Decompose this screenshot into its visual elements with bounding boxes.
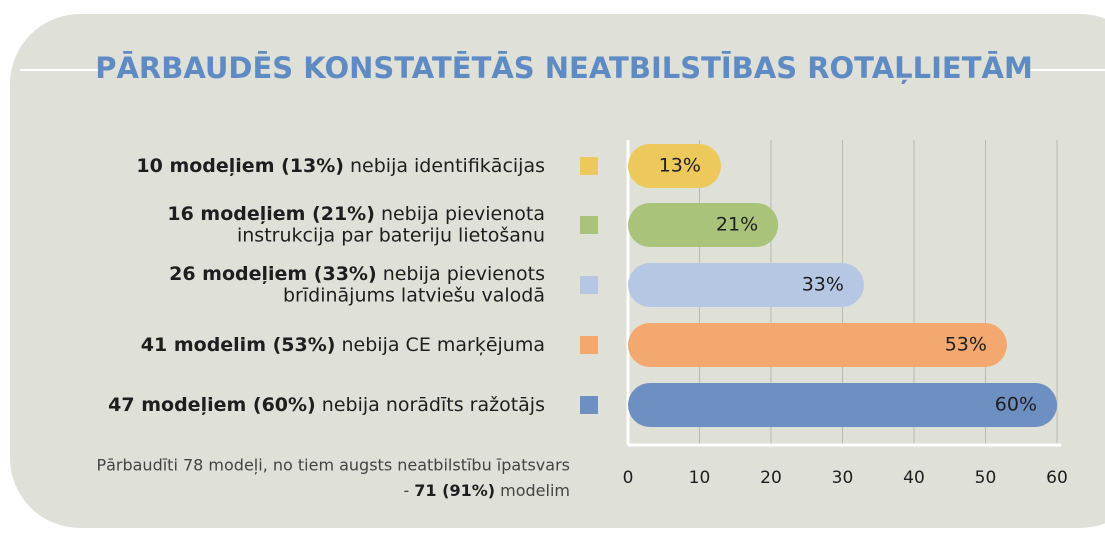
bar [628, 144, 721, 188]
x-tick-label: 10 [689, 468, 711, 488]
category-label: 41 modelim (53%) nebija CE marķējuma [141, 334, 545, 356]
note-post: modelim [495, 481, 570, 500]
value-label: 21% [716, 214, 758, 236]
category-label: 47 modeļiem (60%) nebija norādīts ražotā… [108, 394, 545, 416]
legend-swatch [580, 396, 598, 414]
value-label: 13% [659, 155, 701, 177]
category-label: instrukcija par bateriju lietošanu [237, 225, 545, 247]
category-text: nebija identifikācijas [350, 155, 545, 177]
bar [628, 263, 864, 307]
category-bold: 41 modelim (53%) [141, 334, 336, 356]
note: Pārbaudīti 78 modeļi, no tiem augsts nea… [96, 456, 570, 475]
category-bold: 16 modeļiem (21%) [167, 203, 375, 225]
category-label: 26 modeļiem (33%) nebija pievienots [169, 263, 545, 285]
legend-swatch [580, 276, 598, 294]
x-tick-label: 50 [975, 468, 997, 488]
value-label: 53% [945, 334, 987, 356]
bar [628, 203, 779, 247]
category-text: nebija CE marķējuma [342, 334, 545, 356]
category-bold: 10 modeļiem (13%) [136, 155, 344, 177]
x-tick-label: 30 [832, 468, 854, 488]
value-label: 33% [802, 274, 844, 296]
x-tick-label: 60 [1046, 468, 1068, 488]
category-bold: 47 modeļiem (60%) [108, 394, 316, 416]
category-label: 10 modeļiem (13%) nebija identifikācijas [136, 155, 545, 177]
legend-swatch [580, 157, 598, 175]
note-pre: - [403, 481, 414, 500]
category-text: nebija norādīts ražotājs [322, 394, 545, 416]
bar [628, 383, 1057, 427]
category-label: 16 modeļiem (21%) nebija pievienota [167, 203, 545, 225]
category-text: nebija pievienota [381, 203, 545, 225]
value-label: 60% [995, 394, 1037, 416]
x-tick-label: 0 [623, 468, 634, 488]
note: - 71 (91%) modelim [403, 481, 570, 500]
chart-title: PĀRBAUDĒS KONSTATĒTĀS NEATBILSTĪBAS ROTA… [95, 51, 1033, 85]
x-tick-label: 20 [760, 468, 782, 488]
legend-swatch [580, 336, 598, 354]
category-bold: 26 modeļiem (33%) [169, 263, 377, 285]
bar [628, 323, 1007, 367]
category-label: brīdinājums latviešu valodā [283, 285, 545, 307]
legend-swatch [580, 216, 598, 234]
note-bold: 71 (91%) [414, 481, 495, 500]
x-tick-label: 40 [903, 468, 925, 488]
category-text: nebija pievienots [383, 263, 545, 285]
